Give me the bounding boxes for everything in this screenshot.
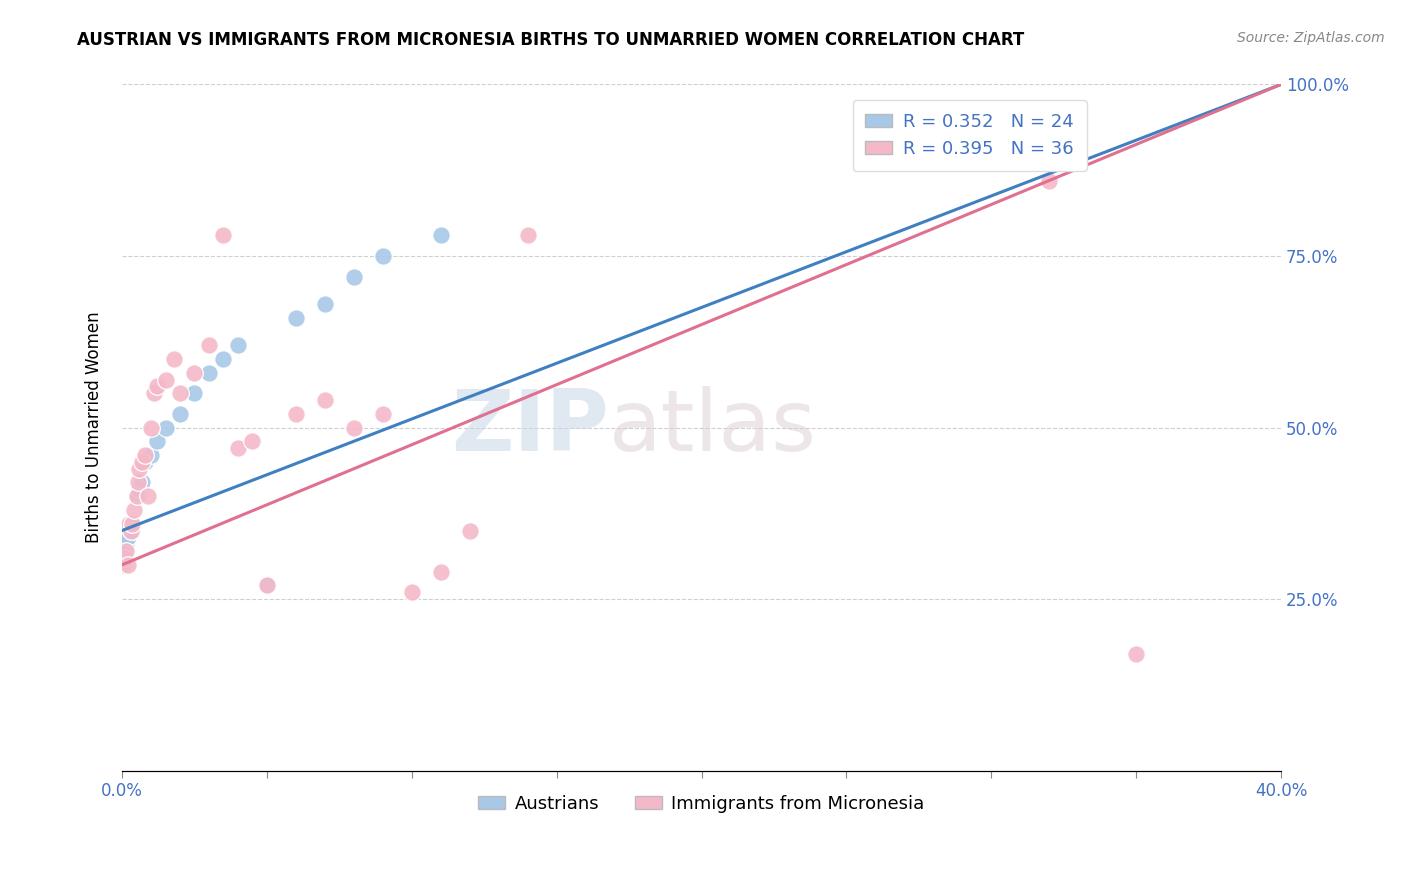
Point — [117, 530, 139, 544]
Point — [458, 524, 481, 538]
Point — [118, 516, 141, 531]
Text: Source: ZipAtlas.com: Source: ZipAtlas.com — [1237, 31, 1385, 45]
Point — [226, 338, 249, 352]
Point — [112, 558, 135, 572]
Point — [117, 558, 139, 572]
Point — [256, 578, 278, 592]
Point — [371, 407, 394, 421]
Point — [155, 372, 177, 386]
Point — [169, 407, 191, 421]
Point — [226, 441, 249, 455]
Point — [155, 420, 177, 434]
Point — [1038, 173, 1060, 187]
Point — [343, 269, 366, 284]
Point — [198, 366, 221, 380]
Point — [136, 489, 159, 503]
Point — [125, 489, 148, 503]
Y-axis label: Births to Unmarried Women: Births to Unmarried Women — [86, 311, 103, 543]
Point — [284, 407, 307, 421]
Point — [169, 386, 191, 401]
Point — [114, 551, 136, 566]
Point — [212, 228, 235, 243]
Point — [429, 565, 451, 579]
Point — [284, 310, 307, 325]
Point — [401, 585, 423, 599]
Point — [183, 386, 205, 401]
Point — [198, 338, 221, 352]
Point — [128, 461, 150, 475]
Text: ZIP: ZIP — [451, 386, 609, 469]
Legend: Austrians, Immigrants from Micronesia: Austrians, Immigrants from Micronesia — [468, 784, 935, 823]
Point — [314, 393, 336, 408]
Point — [139, 420, 162, 434]
Point — [134, 448, 156, 462]
Point — [146, 434, 169, 449]
Point — [212, 351, 235, 366]
Point — [429, 228, 451, 243]
Point — [256, 578, 278, 592]
Point — [314, 297, 336, 311]
Point — [131, 455, 153, 469]
Point — [139, 448, 162, 462]
Point — [131, 475, 153, 490]
Point — [142, 386, 165, 401]
Point — [120, 516, 142, 531]
Text: AUSTRIAN VS IMMIGRANTS FROM MICRONESIA BIRTHS TO UNMARRIED WOMEN CORRELATION CHA: AUSTRIAN VS IMMIGRANTS FROM MICRONESIA B… — [77, 31, 1025, 49]
Point — [122, 503, 145, 517]
Point — [146, 379, 169, 393]
Point — [115, 537, 138, 551]
Point — [163, 351, 186, 366]
Point — [125, 489, 148, 503]
Point — [118, 516, 141, 531]
Point — [134, 455, 156, 469]
Point — [114, 544, 136, 558]
Point — [120, 524, 142, 538]
Point — [1125, 647, 1147, 661]
Point — [121, 524, 143, 538]
Point — [516, 228, 538, 243]
Point — [371, 249, 394, 263]
Point — [128, 483, 150, 497]
Point — [183, 366, 205, 380]
Point — [115, 544, 138, 558]
Point — [242, 434, 264, 449]
Text: atlas: atlas — [609, 386, 817, 469]
Point — [127, 475, 149, 490]
Point — [343, 420, 366, 434]
Point — [121, 516, 143, 531]
